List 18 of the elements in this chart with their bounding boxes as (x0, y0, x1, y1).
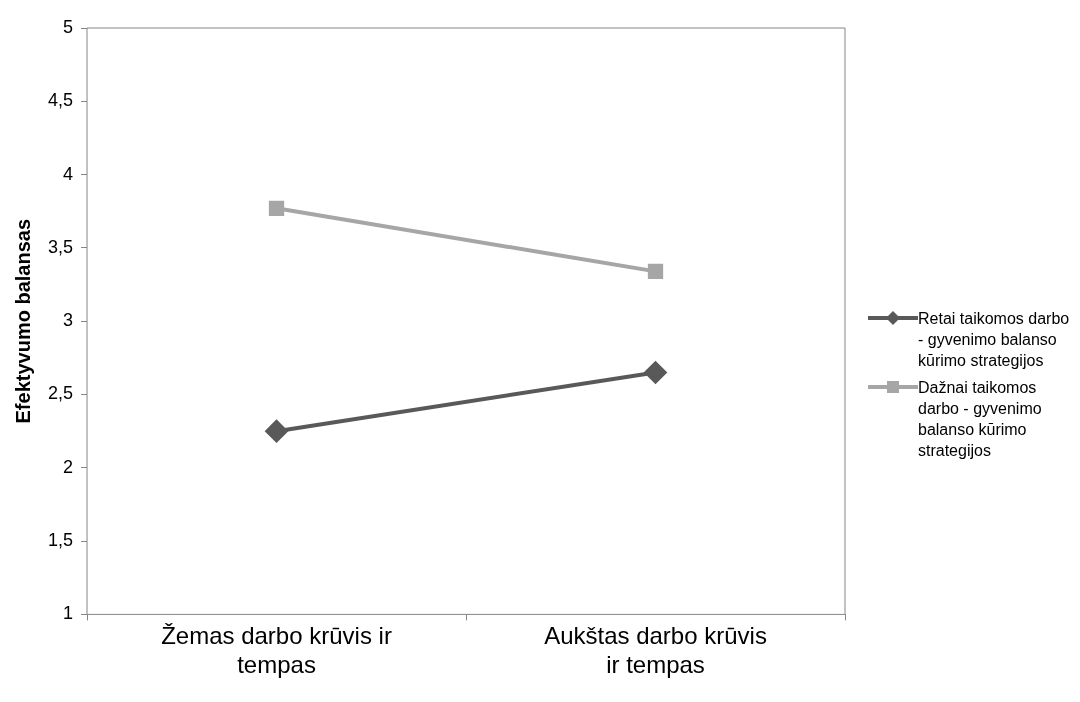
y-tick-label: 5 (63, 16, 74, 37)
y-tick-label: 2,5 (47, 383, 74, 404)
x-tick-label: Aukštas darbo krūvis ir tempas (544, 622, 767, 679)
point (268, 200, 285, 216)
point (644, 361, 667, 384)
y-tick-label: 2 (63, 456, 74, 477)
legend-label: Dažnai taikomos darbo - gyvenimo balanso kūrimo strategijos (918, 378, 1043, 461)
point (265, 420, 288, 443)
point (647, 263, 664, 280)
y-tick-label: 1,5 (47, 530, 74, 551)
y-tick-label: 3 (63, 310, 74, 331)
y-axis-title: Efektyvumo balansas (11, 218, 34, 424)
x-tick-label: Žemas darbo krūvis ir tempas (161, 622, 392, 679)
y-tick-label: 1 (63, 603, 74, 624)
y-tick-label: 3,5 (47, 236, 74, 257)
legend-label: Retai taikomos darbo - gyvenimo balanso kūrimo strategijos (918, 309, 1071, 371)
y-tick-label: 4 (63, 163, 74, 184)
y-tick-label: 4,5 (47, 90, 74, 111)
